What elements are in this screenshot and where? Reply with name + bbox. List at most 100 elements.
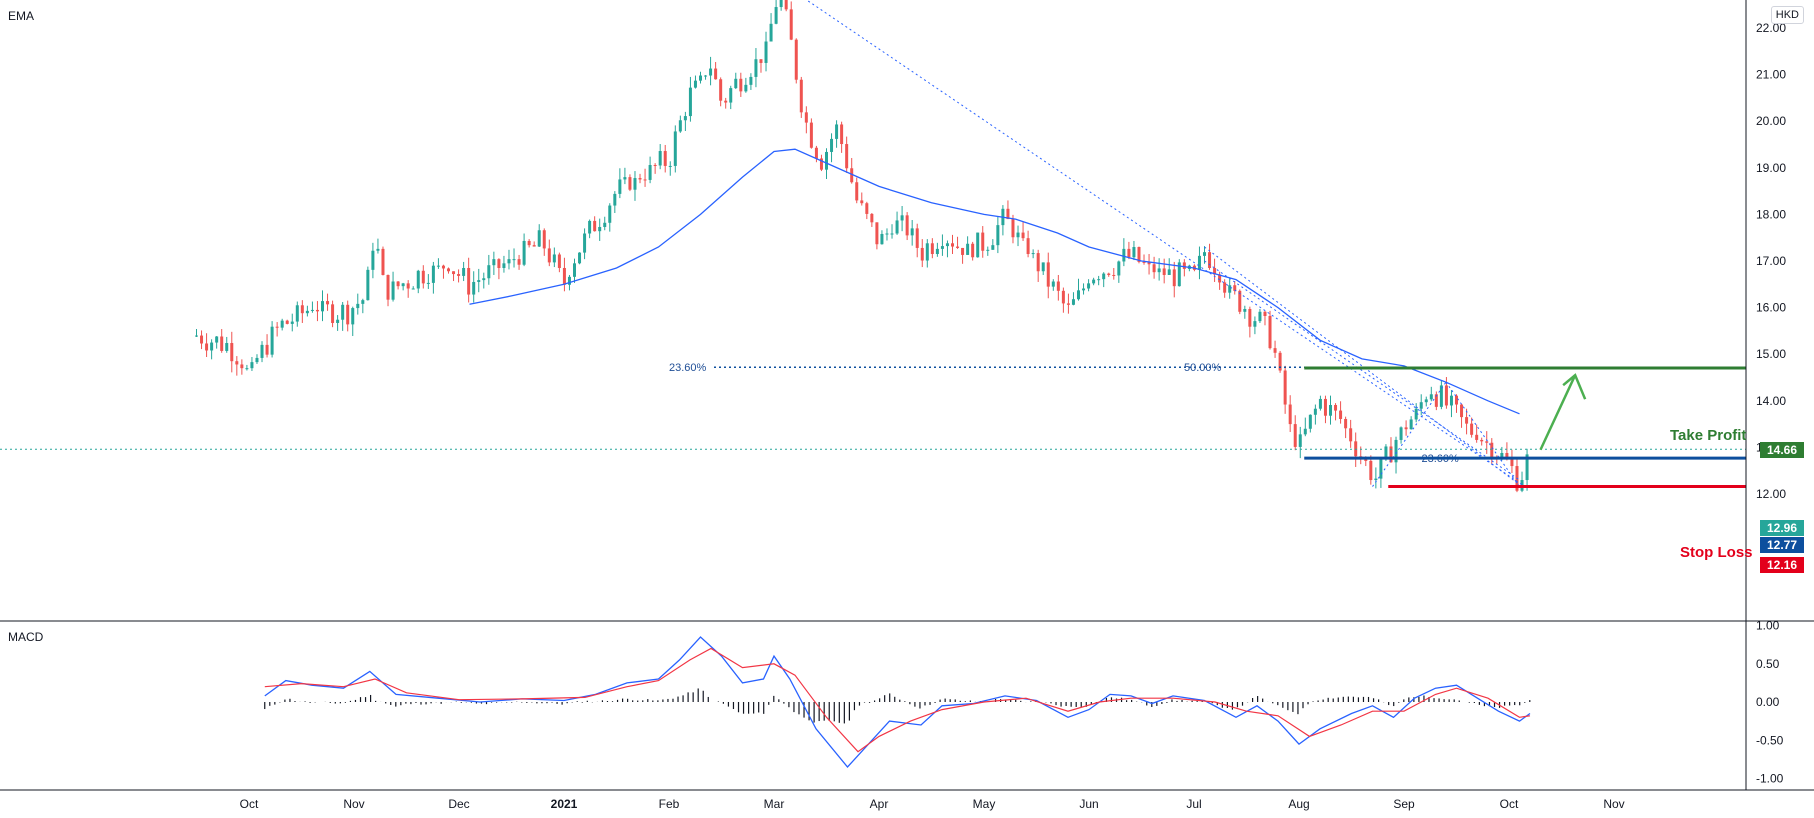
candle-body bbox=[865, 203, 869, 214]
candle-body bbox=[225, 343, 229, 351]
candle-body bbox=[341, 304, 345, 320]
candle-body bbox=[1041, 262, 1045, 272]
candle-body bbox=[391, 281, 395, 300]
candle-body bbox=[270, 326, 274, 355]
candle-body bbox=[840, 124, 844, 145]
candle-body bbox=[608, 205, 612, 223]
candle-body bbox=[1475, 434, 1479, 440]
candle-body bbox=[1439, 385, 1443, 407]
candle-body bbox=[250, 362, 254, 369]
fib-level-label: 50.00% bbox=[1184, 362, 1222, 374]
time-tick-label: Nov bbox=[343, 797, 364, 811]
fib-trendline-2 bbox=[1204, 246, 1520, 486]
candle-body bbox=[532, 245, 536, 247]
candle-body bbox=[925, 243, 929, 261]
candle-body bbox=[593, 220, 597, 232]
candle-body bbox=[371, 250, 375, 270]
candle-body bbox=[290, 321, 294, 324]
candle-body bbox=[1082, 288, 1086, 291]
target-arrow-head bbox=[1562, 373, 1587, 400]
ema-line bbox=[469, 148, 1520, 415]
candle-body bbox=[1444, 385, 1448, 406]
candle-body bbox=[1122, 248, 1126, 262]
candle-body bbox=[1167, 269, 1171, 275]
candle-body bbox=[603, 222, 607, 227]
candle-body bbox=[401, 283, 405, 287]
candle-body bbox=[704, 75, 708, 77]
candle-body bbox=[598, 226, 602, 232]
candle-body bbox=[1213, 267, 1217, 275]
stop-loss-label: Stop Loss bbox=[1680, 544, 1753, 561]
candle-body bbox=[336, 319, 340, 323]
candle-body bbox=[1455, 395, 1458, 405]
time-tick-label: Jun bbox=[1079, 797, 1098, 811]
macd-tick-label: 0.00 bbox=[1756, 695, 1780, 709]
candle-body bbox=[744, 84, 748, 92]
candle-body bbox=[930, 243, 934, 255]
candle-body bbox=[855, 182, 859, 201]
macd-tick-label: 0.50 bbox=[1756, 657, 1780, 671]
candle-body bbox=[961, 247, 965, 255]
candle-body bbox=[467, 267, 471, 295]
candle-body bbox=[734, 78, 738, 89]
fib-trendline-4 bbox=[1372, 381, 1447, 487]
fib-trendline-3 bbox=[1204, 260, 1520, 481]
candle-body bbox=[497, 259, 501, 268]
candle-body bbox=[789, 9, 793, 40]
candle-body bbox=[482, 278, 486, 281]
candle-body bbox=[996, 225, 1000, 246]
candle-body bbox=[699, 75, 702, 81]
candle-body bbox=[477, 280, 481, 282]
candle-body bbox=[759, 59, 763, 63]
candle-body bbox=[416, 270, 420, 289]
candle-body bbox=[618, 179, 622, 194]
candle-body bbox=[623, 177, 627, 180]
time-tick-label: Mar bbox=[764, 797, 785, 811]
candle-body bbox=[1384, 446, 1388, 460]
candle-body bbox=[1278, 352, 1282, 371]
candle-body bbox=[1273, 348, 1277, 353]
candle-body bbox=[890, 233, 894, 235]
candle-body bbox=[769, 23, 773, 42]
candle-body bbox=[1268, 315, 1272, 349]
candle-body bbox=[1228, 285, 1232, 293]
candle-body bbox=[1500, 452, 1504, 459]
candle-body bbox=[658, 151, 662, 166]
candle-body bbox=[1318, 398, 1322, 409]
candle-body bbox=[517, 259, 521, 265]
candle-body bbox=[1006, 208, 1010, 220]
candle-body bbox=[331, 304, 335, 323]
candle-body bbox=[436, 265, 440, 267]
fib-level-label: 23.60% bbox=[669, 362, 707, 374]
candle-body bbox=[562, 267, 566, 285]
candle-body bbox=[1056, 281, 1060, 291]
candle-body bbox=[1097, 279, 1101, 281]
candle-body bbox=[1077, 290, 1080, 300]
candle-body bbox=[956, 246, 960, 248]
candle-body bbox=[739, 78, 743, 92]
candle-body bbox=[310, 309, 314, 311]
candle-body bbox=[764, 41, 768, 63]
time-tick-label: Aug bbox=[1288, 797, 1309, 811]
candle-body bbox=[1036, 253, 1040, 272]
candle-body bbox=[487, 265, 491, 279]
candle-body bbox=[1208, 252, 1212, 268]
currency-button[interactable]: HKD bbox=[1770, 6, 1804, 24]
candle-body bbox=[230, 343, 234, 362]
candle-body bbox=[971, 243, 975, 258]
candle-body bbox=[462, 267, 466, 276]
candle-body bbox=[976, 232, 980, 258]
candle-body bbox=[1460, 404, 1464, 418]
candle-body bbox=[376, 248, 380, 251]
candle-body bbox=[346, 304, 350, 325]
candle-body bbox=[935, 248, 939, 255]
candle-body bbox=[910, 228, 914, 236]
candle-body bbox=[875, 222, 879, 245]
candle-body bbox=[361, 300, 365, 304]
candle-body bbox=[845, 144, 849, 169]
drawing-overlay: 23.60%50.00%23.60% bbox=[0, 0, 1746, 489]
candle-body bbox=[1419, 402, 1423, 409]
candle-body bbox=[1465, 417, 1469, 424]
candle-body bbox=[1197, 255, 1201, 270]
